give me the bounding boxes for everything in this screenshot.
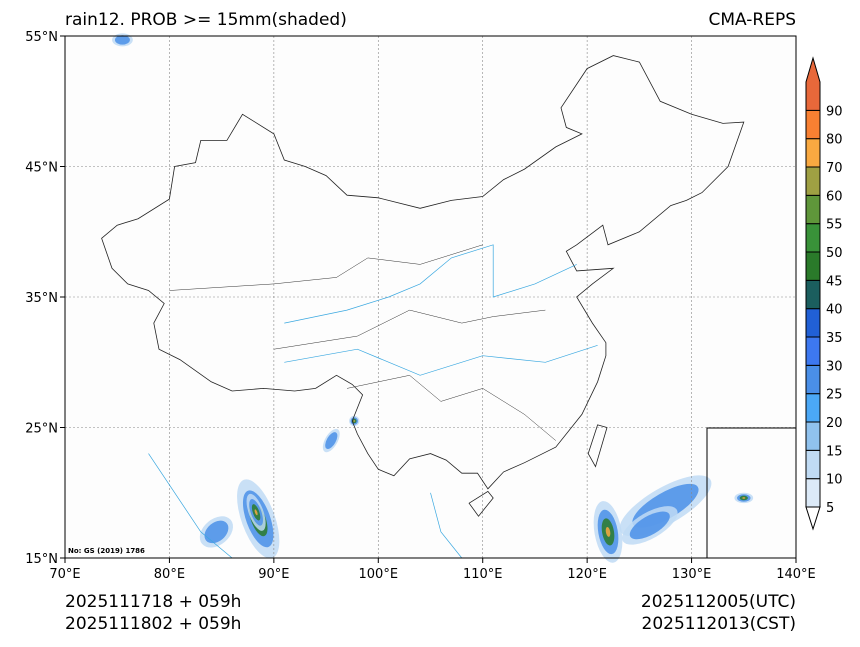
rain-contour — [353, 420, 356, 422]
rain-contour — [204, 520, 229, 544]
colorbar-segment — [805, 449, 821, 480]
rain-probability-area — [112, 33, 133, 47]
colorbar-segment — [805, 251, 821, 281]
colorbar-label: 70 — [826, 161, 843, 176]
taiwan-boundary — [587, 424, 608, 468]
colorbar-label: 15 — [826, 444, 843, 459]
province-boundary — [169, 244, 483, 291]
lon-tick-label: 140°E — [776, 567, 816, 582]
colorbar-label: 90 — [826, 104, 843, 119]
lon-tick-label: 80°E — [154, 567, 185, 582]
rain-contour — [629, 511, 670, 540]
rain-contour — [605, 526, 611, 537]
colorbar-over-arrow — [805, 56, 821, 111]
colorbar-label: 55 — [826, 218, 843, 233]
colorbar-label: 5 — [826, 501, 834, 516]
colorbar-label: 20 — [826, 416, 843, 431]
colorbar-segment — [805, 421, 821, 451]
colorbar-segment — [805, 393, 821, 423]
colorbar-label: 30 — [826, 359, 843, 374]
colorbar-segment — [805, 478, 821, 508]
colorbar-label: 50 — [826, 246, 843, 261]
rain-contour — [325, 432, 338, 449]
lon-tick-label: 110°E — [463, 567, 503, 582]
colorbar-label: 45 — [826, 274, 843, 289]
river-or-coastline — [284, 244, 577, 324]
valid-time-utc: 2025112005(UTC) — [640, 592, 796, 612]
province-boundary — [273, 309, 546, 350]
river-or-coastline — [284, 344, 598, 376]
map-approval-note: No: GS (2019) 1786 — [68, 547, 145, 555]
river-or-coastline — [148, 453, 233, 559]
rain-probability-area — [734, 492, 754, 504]
colorbar-segment — [805, 109, 821, 140]
valid-time-cst: 2025112013(CST) — [641, 614, 796, 634]
colorbar-segment — [805, 138, 821, 168]
colorbar-label: 80 — [826, 133, 843, 148]
rain-contour — [254, 509, 258, 516]
province-boundary — [346, 375, 556, 441]
lon-tick-label: 70°E — [49, 567, 80, 582]
lat-tick-label: 35°N — [25, 291, 58, 306]
lon-tick-label: 120°E — [567, 567, 607, 582]
colorbar-label: 10 — [826, 473, 843, 488]
rain-probability-area — [322, 428, 340, 453]
colorbar-label: 35 — [826, 331, 843, 346]
colorbar-segment — [805, 194, 821, 225]
lon-tick-label: 100°E — [359, 567, 399, 582]
init-time-utc: 2025111718 + 059h — [65, 592, 242, 612]
china-boundary — [101, 55, 745, 490]
colorbar-segment — [805, 279, 821, 310]
map-frame — [64, 35, 797, 559]
rain-contour — [742, 497, 746, 499]
colorbar-segment — [805, 308, 821, 338]
lon-tick-label: 130°E — [672, 567, 712, 582]
colorbar-segment — [805, 364, 821, 395]
south-china-sea-inset — [706, 427, 797, 559]
colorbar-segment — [805, 223, 821, 253]
rain-probability-area — [349, 415, 360, 427]
colorbar-segment — [805, 336, 821, 366]
hainan-boundary — [468, 490, 494, 517]
lat-tick-label: 15°N — [25, 552, 58, 567]
rain-probability-area — [199, 516, 234, 548]
river-or-coastline — [430, 492, 463, 559]
model-name: CMA-REPS — [708, 10, 796, 30]
colorbar-under-arrow — [805, 506, 821, 531]
lat-tick-label: 55°N — [25, 30, 58, 45]
chart-title: rain12. PROB >= 15mm(shaded) — [65, 10, 347, 30]
colorbar-label: 60 — [826, 189, 843, 204]
rain-probability-area — [593, 501, 623, 563]
rain-probability-area — [246, 493, 266, 531]
rain-probability-area — [622, 506, 678, 545]
init-time-cst: 2025111802 + 059h — [65, 614, 242, 634]
colorbar-label: 40 — [826, 303, 843, 318]
colorbar-label: 25 — [826, 388, 843, 403]
rain-contour — [114, 35, 130, 45]
lon-tick-label: 90°E — [258, 567, 289, 582]
lat-tick-label: 25°N — [25, 422, 58, 437]
lat-tick-label: 45°N — [25, 161, 58, 176]
colorbar-segment — [805, 166, 821, 196]
